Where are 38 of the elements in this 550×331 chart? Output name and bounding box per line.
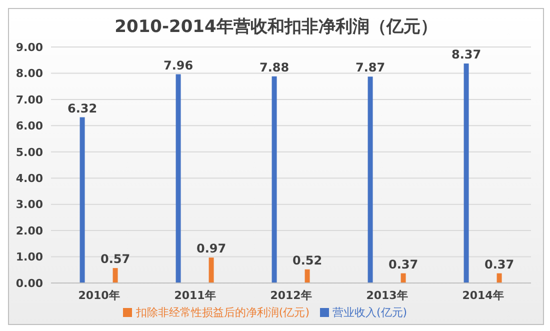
data-label: 6.32 <box>67 101 98 116</box>
y-tick-label: 9.00 <box>16 40 44 54</box>
legend-label: 营业收入(亿元) <box>332 306 408 319</box>
y-tick-label: 0.00 <box>16 276 44 290</box>
data-label: 7.88 <box>259 60 290 74</box>
y-tick-label: 4.00 <box>16 172 44 186</box>
x-tick-label: 2010年 <box>78 288 120 302</box>
data-label: 0.37 <box>484 257 514 272</box>
x-tick-label: 2013年 <box>366 288 408 302</box>
bar <box>464 64 469 283</box>
bar <box>112 268 118 283</box>
y-tick-label: 3.00 <box>16 198 44 212</box>
data-label: 0.97 <box>196 242 226 256</box>
data-label: 0.37 <box>388 257 418 272</box>
bar <box>176 74 181 283</box>
y-tick-label: 5.00 <box>16 146 44 159</box>
data-label: 0.52 <box>292 253 322 268</box>
y-tick-label: 2.00 <box>16 224 44 238</box>
bar <box>272 76 277 283</box>
bar <box>400 273 406 283</box>
bar <box>368 76 373 283</box>
y-tick-label: 1.00 <box>16 250 44 264</box>
x-tick-label: 2014年 <box>462 288 504 302</box>
bar <box>496 273 502 283</box>
data-label: 7.87 <box>355 60 386 75</box>
x-tick-label: 2011年 <box>174 288 216 302</box>
y-tick-label: 7.00 <box>16 93 44 106</box>
y-tick-label: 8.00 <box>16 67 44 80</box>
data-label: 7.96 <box>163 58 194 72</box>
legend-label: 扣除非经常性损益后的净利润(亿元) <box>136 306 310 319</box>
data-label: 8.37 <box>451 48 482 62</box>
bar <box>304 269 310 283</box>
x-tick-label: 2012年 <box>270 288 312 302</box>
data-label: 0.57 <box>100 252 130 266</box>
bar <box>208 258 214 283</box>
bar <box>80 117 85 283</box>
y-tick-label: 6.00 <box>16 120 44 133</box>
chart-title: 2010-2014年营收和扣非净利润（亿元） <box>114 16 438 39</box>
